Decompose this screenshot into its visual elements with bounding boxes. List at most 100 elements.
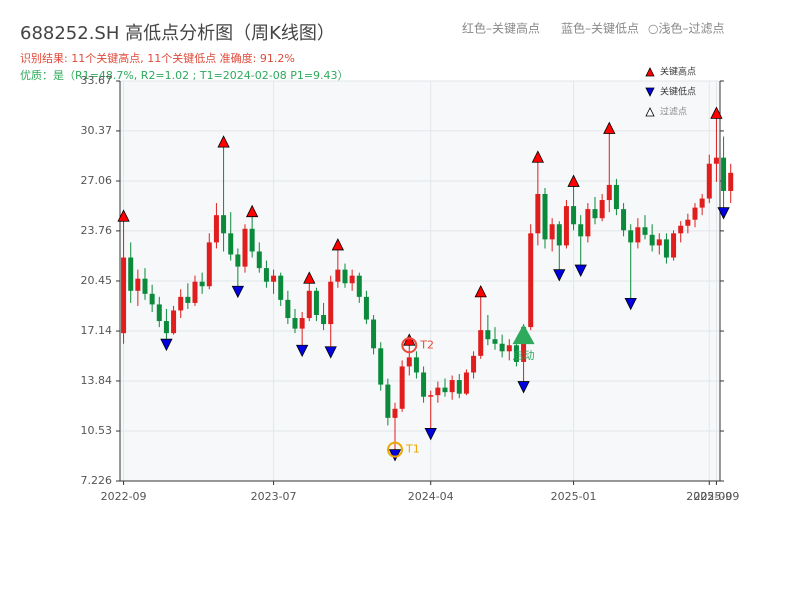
candle-body: [356, 275, 362, 297]
key-low: [424, 428, 437, 441]
candle-body: [178, 296, 184, 311]
candle-body: [406, 357, 412, 367]
y-tick-label: 27.06: [81, 174, 113, 187]
candle-body: [599, 200, 605, 219]
annotation-label: T2: [419, 338, 434, 351]
key-high: [331, 238, 345, 251]
candle-body: [692, 207, 698, 220]
candle-body: [571, 206, 577, 225]
key-high: [303, 271, 316, 284]
candle-body: [328, 281, 334, 325]
key-high: [217, 135, 230, 148]
x-tick-label: 2025-09: [693, 490, 739, 503]
legend-label: 关键低点: [660, 86, 696, 98]
candle-body: [385, 384, 391, 418]
x-tick-label: 2024-04: [408, 490, 454, 503]
key-low: [717, 207, 730, 220]
key-low: [160, 338, 173, 352]
key-low: [624, 297, 637, 311]
candle-body: [242, 228, 248, 267]
key-high: [531, 150, 545, 163]
candle-body: [271, 275, 277, 282]
key-high: [474, 284, 487, 298]
key-high: [710, 106, 723, 119]
candle-body: [299, 318, 305, 329]
key-high: [245, 204, 259, 218]
candle-body: [678, 225, 684, 234]
candle-body: [521, 327, 527, 362]
candle-body: [378, 348, 384, 385]
candle-body: [578, 224, 584, 237]
y-tick-label: 23.76: [81, 224, 113, 237]
x-tick-label: 2025-01: [551, 490, 597, 503]
candle-body: [513, 345, 519, 362]
candle-body: [463, 372, 469, 394]
candle-body: [192, 281, 198, 303]
candle-body: [699, 198, 705, 208]
x-tick-label: 2025-09: [686, 490, 732, 503]
header-legend: ○浅色–过滤点: [648, 22, 724, 36]
candle-body: [442, 387, 448, 393]
candle-body: [613, 184, 619, 210]
key-low: [517, 381, 530, 394]
quality-text: 优质：是（R1=48.7%, R2=1.02 ; T1=2024-02-08 P…: [20, 69, 349, 82]
candle-body: [313, 290, 319, 316]
key-low: [324, 346, 337, 359]
candle-body: [606, 184, 612, 201]
launch-label: 启动: [513, 349, 535, 362]
candle-body: [549, 224, 555, 240]
key-low: [295, 344, 309, 358]
legend-swatch: [645, 87, 655, 97]
y-tick-label: 20.45: [81, 274, 113, 287]
candle-body: [728, 172, 734, 191]
candle-body: [435, 387, 441, 396]
header-legend: 红色–关键高点: [462, 21, 540, 36]
candle-body: [471, 355, 477, 373]
legend-label: 关键高点: [660, 66, 696, 78]
candle-body: [485, 330, 491, 340]
candle-body: [721, 157, 727, 191]
x-tick-label: 2023-07: [251, 490, 297, 503]
candle-body: [492, 339, 498, 344]
result-text: 识别结果: 11个关键高点, 11个关键低点 准确度: 91.2%: [20, 51, 295, 65]
candle-body: [392, 408, 398, 418]
candle-body: [585, 209, 591, 237]
key-high: [603, 121, 616, 134]
candle-body: [371, 319, 377, 349]
y-tick-label: 10.53: [81, 424, 113, 437]
candle-body: [563, 206, 569, 246]
candle-body: [135, 278, 141, 291]
candle-body: [456, 380, 462, 394]
candle-body: [449, 380, 455, 393]
candle-body: [285, 299, 291, 319]
candle-body: [542, 193, 548, 240]
candle-body: [713, 157, 719, 164]
candle-body: [149, 293, 155, 305]
candle-body: [621, 209, 627, 231]
candle-body: [685, 219, 691, 226]
candle-body: [185, 296, 191, 303]
key-low: [553, 269, 566, 282]
candle-body: [556, 224, 562, 246]
candle-body: [163, 321, 169, 334]
candle-body: [428, 395, 434, 397]
candle-body: [292, 318, 298, 329]
annotation-circle: [401, 337, 418, 354]
key-low: [574, 264, 587, 277]
candle-body: [413, 357, 419, 373]
candle-body: [128, 257, 134, 291]
y-tick-label: 33.67: [81, 74, 113, 87]
candle-body: [235, 254, 241, 267]
candle-body: [256, 251, 262, 269]
key-high: [117, 209, 130, 222]
candle-body: [278, 275, 284, 300]
candle-body: [121, 257, 127, 334]
candle-body: [535, 193, 541, 234]
candle-body: [478, 330, 484, 356]
candle-body: [263, 268, 269, 282]
annotation-label: T1: [405, 443, 420, 456]
candle-body: [663, 239, 669, 258]
candle-body: [142, 278, 148, 294]
y-tick-label: 7.226: [81, 474, 113, 487]
